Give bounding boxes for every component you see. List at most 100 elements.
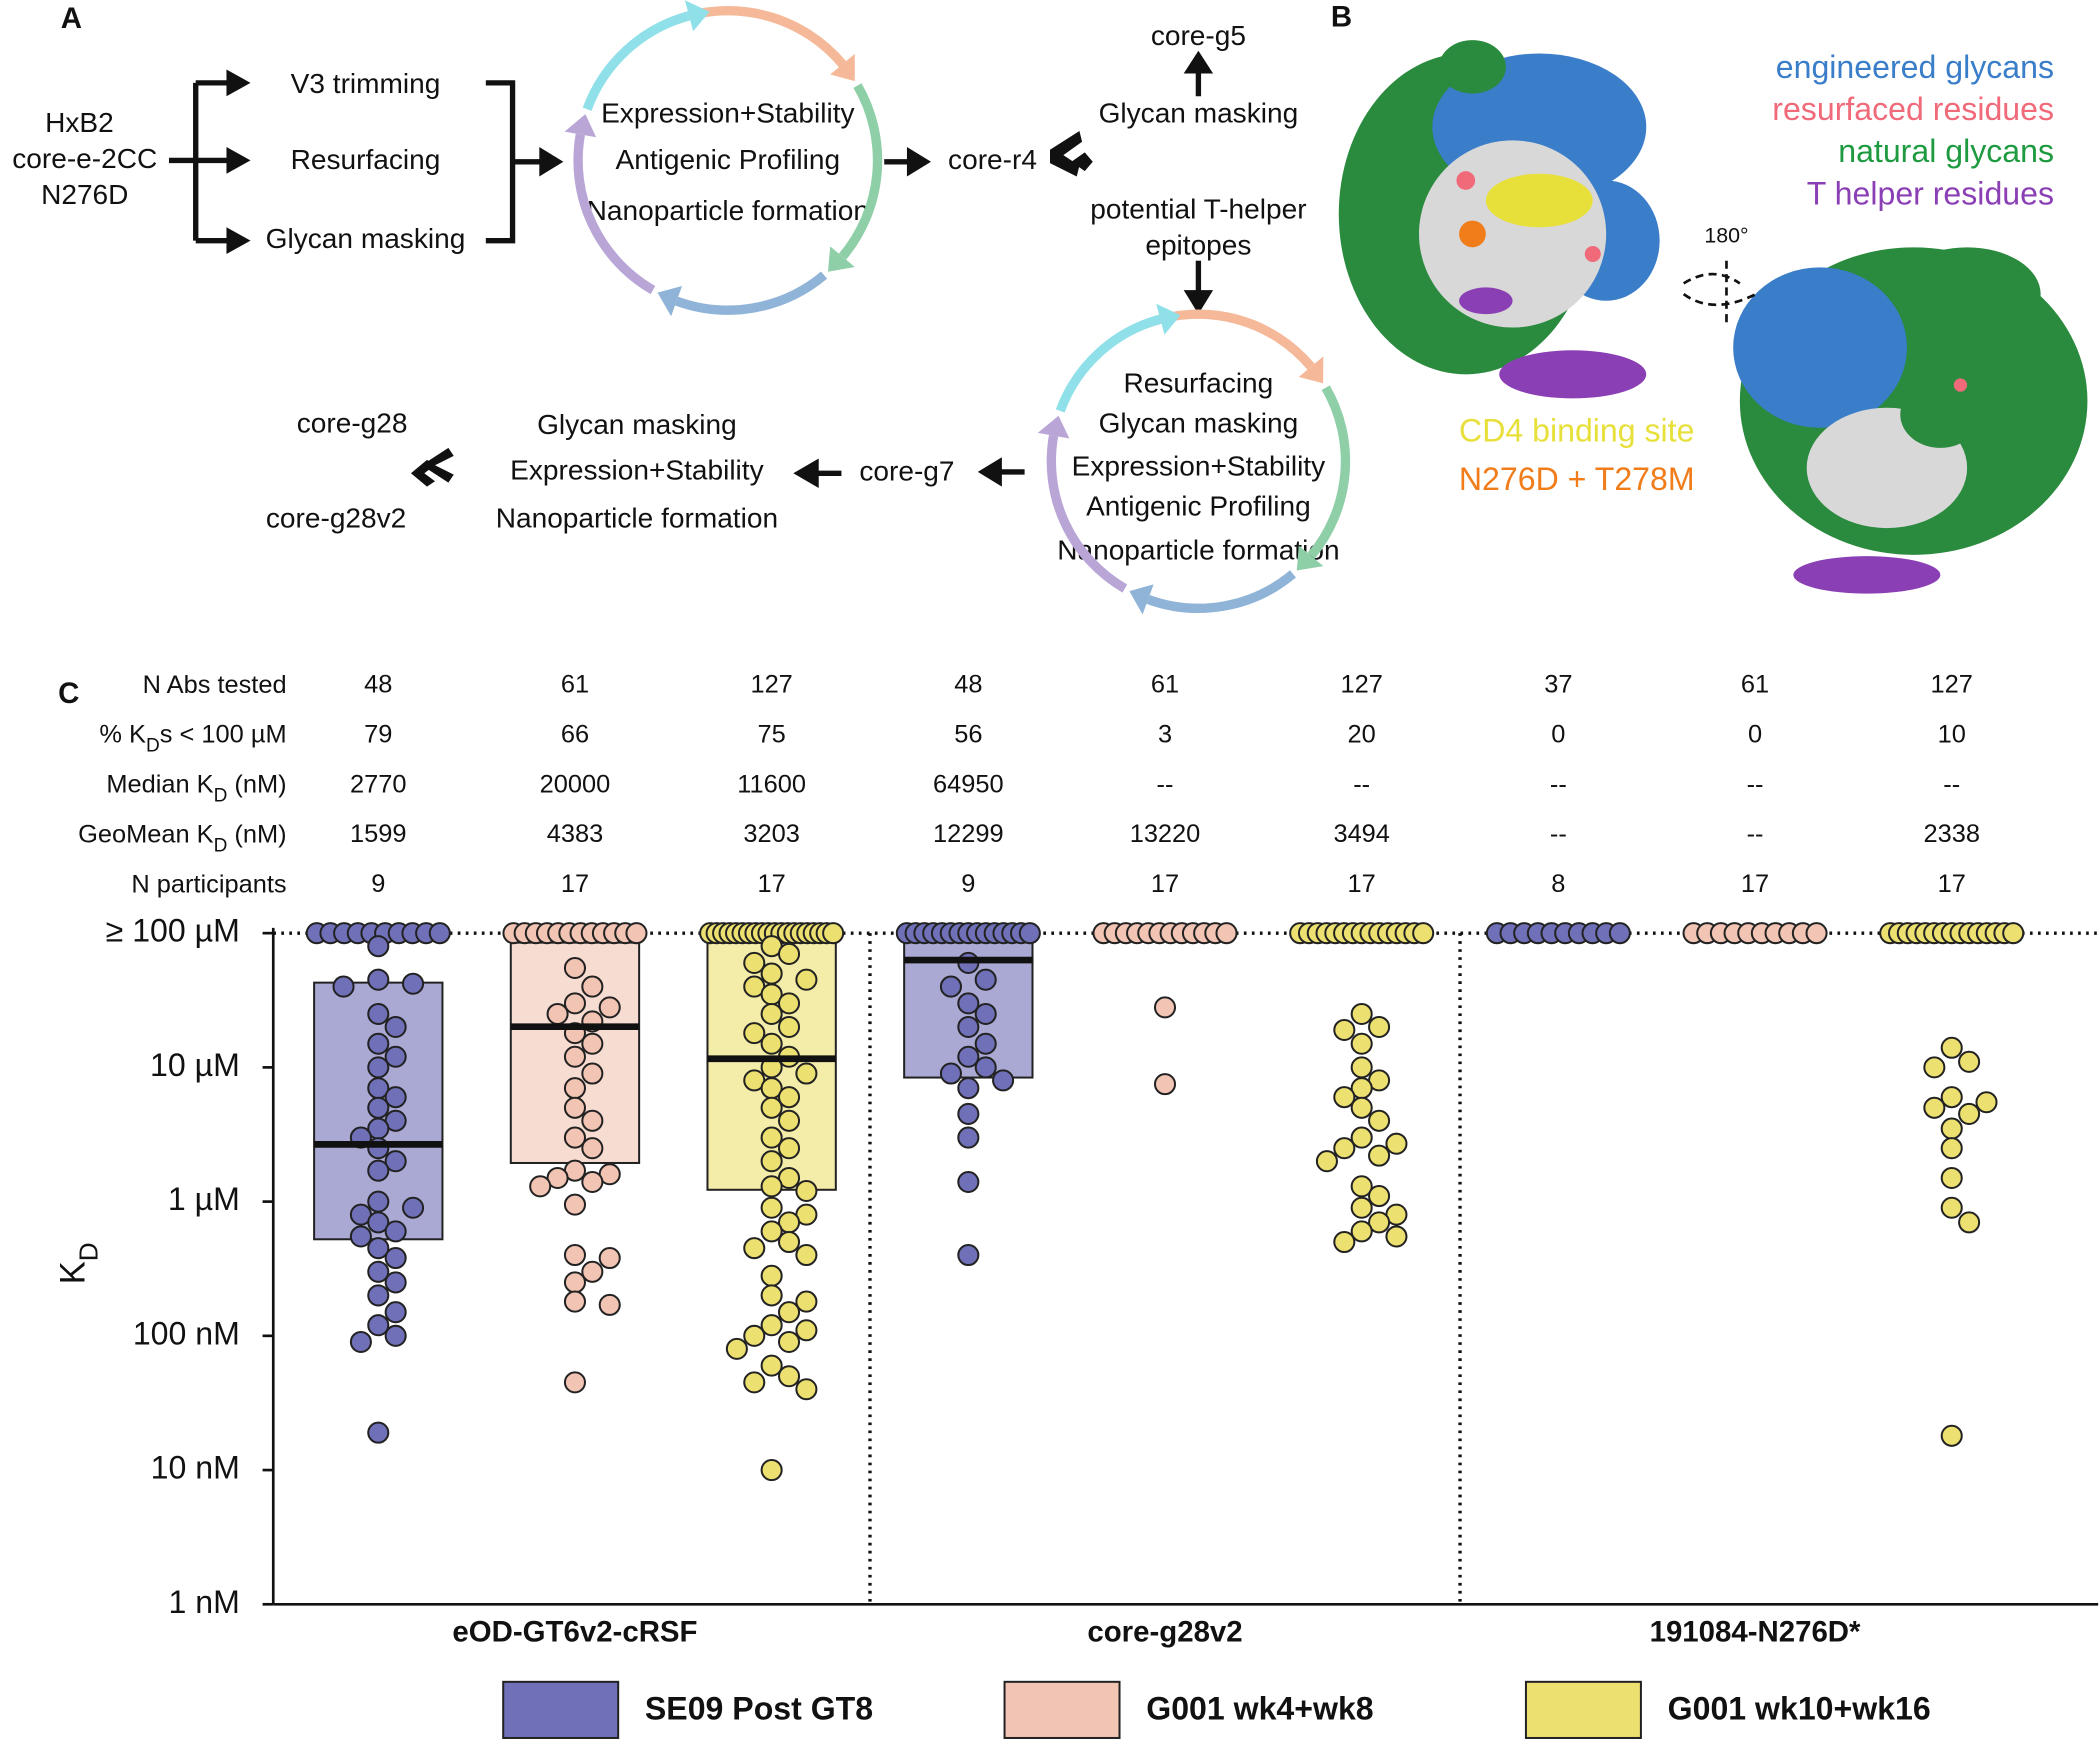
legend-entry: resurfaced residues <box>1772 91 2054 127</box>
cycle-step: Antigenic Profiling <box>615 144 840 175</box>
data-point <box>384 1150 407 1173</box>
data-point <box>777 1166 801 1190</box>
data-point <box>563 1271 586 1294</box>
data-point <box>957 1077 980 1100</box>
data-point <box>992 1069 1015 1092</box>
stat-value: 11600 <box>737 770 806 798</box>
data-point <box>777 1086 801 1109</box>
y-tick-label: 10 nM <box>151 1450 240 1486</box>
cycle-arrowhead <box>827 246 855 272</box>
step-label: Nanoparticle formation <box>496 502 778 533</box>
data-point <box>1940 1086 1963 1109</box>
data-point <box>581 1170 604 1194</box>
cycle-arrowhead <box>684 0 710 32</box>
data-point <box>2002 922 2025 945</box>
data-point <box>1215 922 1238 945</box>
data-point <box>349 1330 372 1354</box>
cycle-arrowhead <box>1296 545 1324 571</box>
data-point <box>760 1032 783 1055</box>
data-point <box>1350 1220 1373 1243</box>
cycle-arc <box>1046 434 1128 593</box>
data-point <box>777 1330 801 1354</box>
stat-value: 61 <box>1741 671 1769 699</box>
legend-label: SE09 Post GT8 <box>645 1691 873 1727</box>
stat-value: 17 <box>1741 870 1769 898</box>
data-point <box>367 968 390 991</box>
stat-row-label: Median KD (nM) <box>106 770 286 806</box>
stat-value: 20000 <box>540 770 611 798</box>
step-label: potential T-helper <box>1090 194 1306 225</box>
legend-entry: engineered glycans <box>1776 49 2054 85</box>
data-point <box>939 1062 962 1085</box>
stat-row-label-part: (nM) <box>227 770 286 798</box>
data-point <box>598 996 621 1019</box>
data-point <box>743 1324 766 1347</box>
data-point <box>563 1193 586 1216</box>
cycle-arc <box>1307 385 1351 559</box>
data-point <box>546 1002 569 1026</box>
step-label: Expression+Stability <box>510 454 763 485</box>
data-point <box>777 1015 801 1039</box>
data-point <box>760 1284 783 1307</box>
stat-value: -- <box>1550 770 1567 798</box>
data-point <box>777 992 801 1015</box>
data-point <box>760 1002 783 1026</box>
stat-value: -- <box>1943 770 1960 798</box>
data-point <box>1350 1032 1373 1055</box>
stat-row-label: N participants <box>131 870 286 898</box>
data-point <box>743 1022 766 1045</box>
cycle-step: Glycan masking <box>1099 408 1299 439</box>
stat-value: 3494 <box>1333 820 1389 848</box>
stat-value: -- <box>1353 770 1370 798</box>
data-point <box>1350 1175 1373 1198</box>
data-point <box>367 1159 390 1182</box>
data-point <box>384 1301 407 1324</box>
stat-row-label-part: N Abs tested <box>143 671 287 699</box>
step-label: Glycan masking <box>1099 97 1299 128</box>
data-point <box>1350 1096 1373 1119</box>
start-label: core-e-2CC <box>12 143 157 174</box>
stat-row-label-part: (nM) <box>227 820 286 848</box>
data-point <box>349 1225 372 1248</box>
stat-value: 9 <box>371 870 385 898</box>
stat-value: 17 <box>561 870 589 898</box>
stat-value: 2338 <box>1923 820 1979 848</box>
data-point <box>367 1190 390 1213</box>
stat-value: 61 <box>1151 671 1179 699</box>
x-tick-label: 191084-N276D* <box>1650 1615 1861 1648</box>
y-tick-label: 100 nM <box>133 1315 240 1351</box>
data-point <box>1958 1102 1981 1125</box>
stat-row-label-part: GeoMean K <box>78 820 214 848</box>
stat-value: 2770 <box>350 770 406 798</box>
construct-label: core-g28 <box>297 408 408 439</box>
cycle-arrowhead <box>657 286 683 317</box>
data-point <box>563 992 586 1015</box>
data-point <box>974 968 997 991</box>
data-point <box>1412 922 1435 945</box>
y-tick-label: 1 µM <box>168 1181 240 1217</box>
stat-row-label-part: N participants <box>131 870 286 898</box>
stat-value: 127 <box>1341 671 1383 699</box>
data-point <box>367 1211 390 1234</box>
data-point <box>367 1314 390 1337</box>
rotation-label: 180° <box>1704 223 1748 247</box>
data-point <box>1805 922 1828 945</box>
legend-label: G001 wk10+wk16 <box>1668 1691 1931 1727</box>
cycle-arrowhead <box>830 53 855 82</box>
data-point <box>367 1421 390 1444</box>
data-point <box>1333 1086 1356 1109</box>
legend-swatch <box>1003 1680 1121 1739</box>
data-point <box>795 1290 818 1313</box>
data-point <box>384 1246 407 1270</box>
step-label: Glycan masking <box>537 409 737 440</box>
stat-value: 13220 <box>1130 820 1201 848</box>
data-point <box>777 1137 801 1160</box>
cycle-arrows <box>564 0 1351 615</box>
data-point <box>1368 1185 1391 1208</box>
data-point <box>563 1077 586 1100</box>
stat-row-label-part: Median K <box>106 770 213 798</box>
stat-value: 17 <box>1151 870 1179 898</box>
data-point <box>760 1314 783 1337</box>
data-point <box>367 1032 390 1055</box>
data-point <box>1018 922 1041 945</box>
